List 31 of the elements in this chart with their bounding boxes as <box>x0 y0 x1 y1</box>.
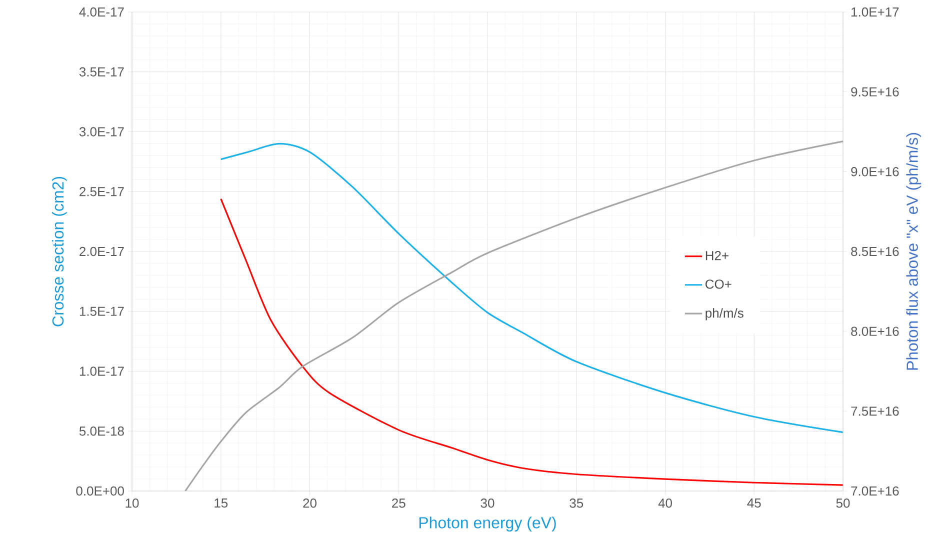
x-tick-label: 35 <box>570 498 584 508</box>
legend-label: ph/m/s <box>706 308 744 320</box>
y-tick-label: 1.5E-17 <box>80 306 124 316</box>
x-tick-label: 10 <box>126 498 139 508</box>
y-tick-label: 2.0E-17 <box>80 246 124 256</box>
y2-tick-label: 9.5E+16 <box>851 87 899 96</box>
x-axis-title: Photon energy (eV) <box>419 516 556 532</box>
y-tick-label: 4.0E-17 <box>79 7 124 17</box>
y2-tick-label: 9.0E+16 <box>851 167 899 176</box>
legend-label: H2+ <box>706 250 728 260</box>
y-tick-label: 5.0E-18 <box>79 426 124 436</box>
y-tick-label: 1.0E-17 <box>80 366 124 376</box>
y2-tick-label: 8.5E+16 <box>851 246 899 256</box>
y-axis-title: Crosse section (cm2) <box>52 176 67 326</box>
x-tick-label: 25 <box>392 498 406 508</box>
x-tick-label: 50 <box>836 498 850 508</box>
y2-tick-label: 1.0E+17 <box>852 7 899 17</box>
x-tick-label: 30 <box>480 498 494 508</box>
y-tick-label: 0.0E+00 <box>76 486 124 496</box>
y2-tick-label: 8.0E+16 <box>851 326 899 336</box>
legend-label: CO+ <box>706 280 732 289</box>
y-tick-label: 3.5E-17 <box>79 67 124 76</box>
y2-axis-title: Photon flux above "x" eV (ph/m/s) <box>906 133 922 370</box>
x-tick-label: 45 <box>747 498 761 508</box>
x-tick-label: 40 <box>658 498 672 508</box>
x-tick-label: 15 <box>214 498 228 508</box>
y2-tick-label: 7.0E+16 <box>851 486 899 496</box>
y-tick-label: 3.0E-17 <box>79 127 124 136</box>
y2-tick-label: 7.5E+16 <box>851 406 899 416</box>
x-tick-label: 20 <box>303 498 316 508</box>
y-tick-label: 2.5E-17 <box>80 187 124 196</box>
